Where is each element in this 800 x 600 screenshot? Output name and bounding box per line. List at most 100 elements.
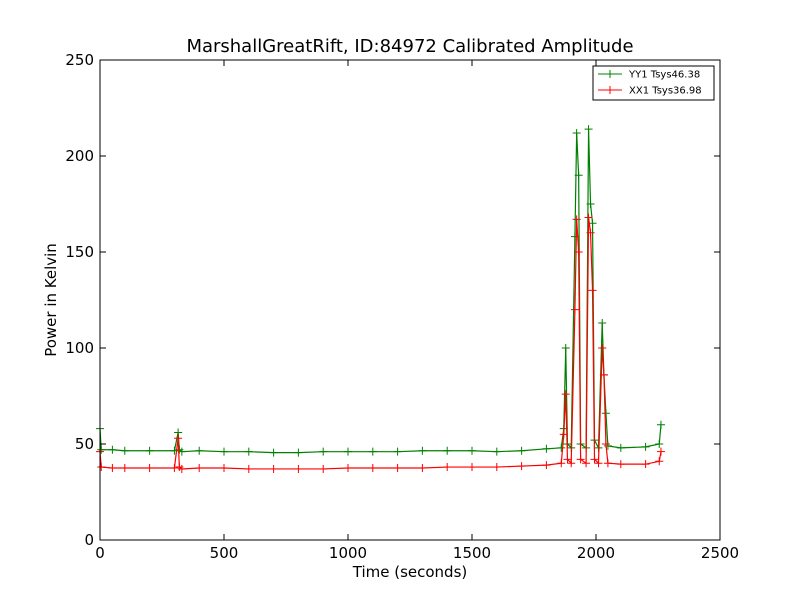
legend-marker-xx1 xyxy=(606,86,614,94)
data-point-yy1 xyxy=(598,319,607,328)
data-point-yy1 xyxy=(586,200,595,208)
ticks-layer: 0 500 1000 1500 2000 2500 0 50 100 150 200 250 xyxy=(65,51,739,562)
data-point-yy1 xyxy=(572,128,581,137)
data-point-xx1 xyxy=(368,464,377,472)
y-tick-label: 50 xyxy=(75,435,94,453)
data-point-xx1 xyxy=(656,447,665,456)
data-point-xx1 xyxy=(177,464,186,473)
x-tick-label: 2000 xyxy=(577,544,615,562)
data-point-xx1 xyxy=(603,459,612,468)
data-point-yy1 xyxy=(443,446,452,455)
data-point-yy1 xyxy=(641,442,650,451)
data-point-yy1 xyxy=(344,447,352,456)
data-point-xx1 xyxy=(174,434,183,443)
data-point-xx1 xyxy=(574,248,583,256)
data-point-yy1 xyxy=(393,447,402,456)
data-point-yy1 xyxy=(269,448,278,457)
legend: YY1 Tsys46.38 XX1 Tsys36.98 xyxy=(592,65,715,101)
y-tick-label: 150 xyxy=(65,243,94,261)
data-point-xx1 xyxy=(195,464,204,472)
data-point-yy1 xyxy=(574,171,583,180)
x-tick-label: 500 xyxy=(210,544,239,562)
data-point-xx1 xyxy=(244,464,253,473)
data-point-yy1 xyxy=(616,443,625,452)
data-point-xx1 xyxy=(294,464,303,473)
data-point-xx1 xyxy=(561,390,570,399)
data-point-yy1 xyxy=(517,446,526,455)
data-point-yy1 xyxy=(584,125,593,134)
data-point-xx1 xyxy=(443,463,452,472)
data-point-yy1 xyxy=(655,440,664,448)
data-point-yy1 xyxy=(561,344,570,352)
data-point-yy1 xyxy=(542,444,551,453)
data-point-xx1 xyxy=(588,286,597,295)
data-point-yy1 xyxy=(368,447,377,456)
data-point-xx1 xyxy=(576,455,585,464)
legend-label-yy1: YY1 Tsys46.38 xyxy=(628,70,700,81)
data-point-yy1 xyxy=(468,446,476,455)
data-point-yy1 xyxy=(145,446,154,455)
data-point-xx1 xyxy=(572,215,581,224)
x-tick-label: 1500 xyxy=(453,544,491,562)
chart-title: MarshallGreatRift, ID:84972 Calibrated A… xyxy=(186,36,633,57)
data-point-yy1 xyxy=(656,420,665,429)
data-point-xx1 xyxy=(557,459,566,468)
data-point-yy1 xyxy=(294,448,303,457)
data-point-xx1 xyxy=(269,464,278,473)
data-point-xx1 xyxy=(559,430,568,439)
data-point-xx1 xyxy=(590,455,599,464)
series-xx1 xyxy=(96,213,665,473)
x-tick-label: 1000 xyxy=(329,544,367,562)
data-point-yy1 xyxy=(244,447,253,456)
legend-label-xx1: XX1 Tsys36.98 xyxy=(629,86,702,97)
data-point-yy1 xyxy=(601,409,610,418)
data-point-xx1 xyxy=(542,461,551,470)
y-tick-label: 200 xyxy=(65,147,94,165)
legend-marker-yy1 xyxy=(606,70,614,78)
data-point-xx1 xyxy=(108,464,117,472)
data-point-xx1 xyxy=(344,464,352,472)
data-point-xx1 xyxy=(170,464,179,472)
data-point-xx1 xyxy=(492,463,501,472)
data-point-xx1 xyxy=(145,464,154,472)
y-tick-label: 100 xyxy=(65,339,94,357)
data-point-xx1 xyxy=(594,459,603,468)
data-point-yy1 xyxy=(220,447,228,456)
data-point-yy1 xyxy=(97,445,106,454)
data-point-xx1 xyxy=(418,464,427,472)
data-point-xx1 xyxy=(601,440,610,448)
plot-frame xyxy=(99,59,721,541)
y-tick-label: 250 xyxy=(65,51,94,69)
data-point-yy1 xyxy=(319,447,328,456)
series-layer xyxy=(96,125,665,473)
data-point-xx1 xyxy=(393,464,402,472)
data-point-yy1 xyxy=(108,445,117,454)
legend-box xyxy=(592,65,715,101)
data-point-xx1 xyxy=(567,459,576,468)
data-point-xx1 xyxy=(97,463,106,472)
data-point-xx1 xyxy=(570,305,579,314)
x-tick-label: 0 xyxy=(95,544,105,562)
data-point-xx1 xyxy=(599,370,608,379)
data-point-yy1 xyxy=(120,446,129,455)
data-point-xx1 xyxy=(517,462,526,471)
data-point-xx1 xyxy=(655,457,664,466)
y-axis-label: Power in Kelvin xyxy=(42,243,60,357)
data-point-yy1 xyxy=(418,446,427,455)
data-point-yy1 xyxy=(603,441,612,450)
y-tick-label: 0 xyxy=(84,531,94,549)
data-point-yy1 xyxy=(557,443,566,452)
data-point-xx1 xyxy=(586,228,595,237)
data-point-yy1 xyxy=(492,447,501,456)
data-point-xx1 xyxy=(584,213,593,222)
data-point-xx1 xyxy=(468,463,476,472)
x-tick-label: 2500 xyxy=(701,544,739,562)
x-axis-label: Time (seconds) xyxy=(352,563,468,581)
data-point-xx1 xyxy=(598,344,607,352)
data-point-yy1 xyxy=(195,446,204,455)
data-point-xx1 xyxy=(582,459,591,468)
data-point-xx1 xyxy=(120,464,129,472)
data-point-xx1 xyxy=(563,455,572,464)
data-point-xx1 xyxy=(220,464,228,472)
